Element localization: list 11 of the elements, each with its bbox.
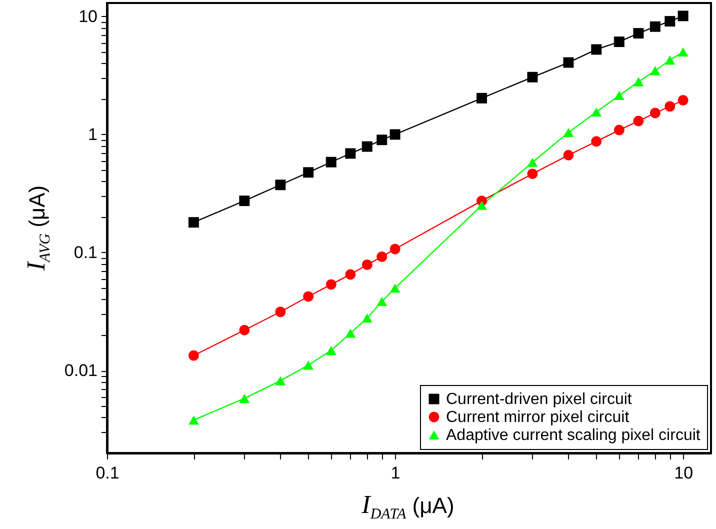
y-tick-label: 1 (88, 124, 98, 144)
legend-label: Adaptive current scaling pixel circuit (446, 427, 701, 444)
x-tick-label: 10 (674, 464, 694, 482)
x-axis-title: I$_{DATA}$ (μA) (360, 490, 456, 524)
y-tick-label: 0.01 (64, 361, 98, 380)
x-tick-label: 1 (390, 464, 400, 482)
legend-label: Current-driven pixel circuit (446, 391, 632, 408)
y-tick-label: 10 (78, 6, 98, 26)
x-tick-label: 0.1 (96, 464, 120, 482)
legend-label: Current mirror pixel circuit (446, 409, 630, 426)
y-tick-label: 0.1 (74, 242, 98, 262)
